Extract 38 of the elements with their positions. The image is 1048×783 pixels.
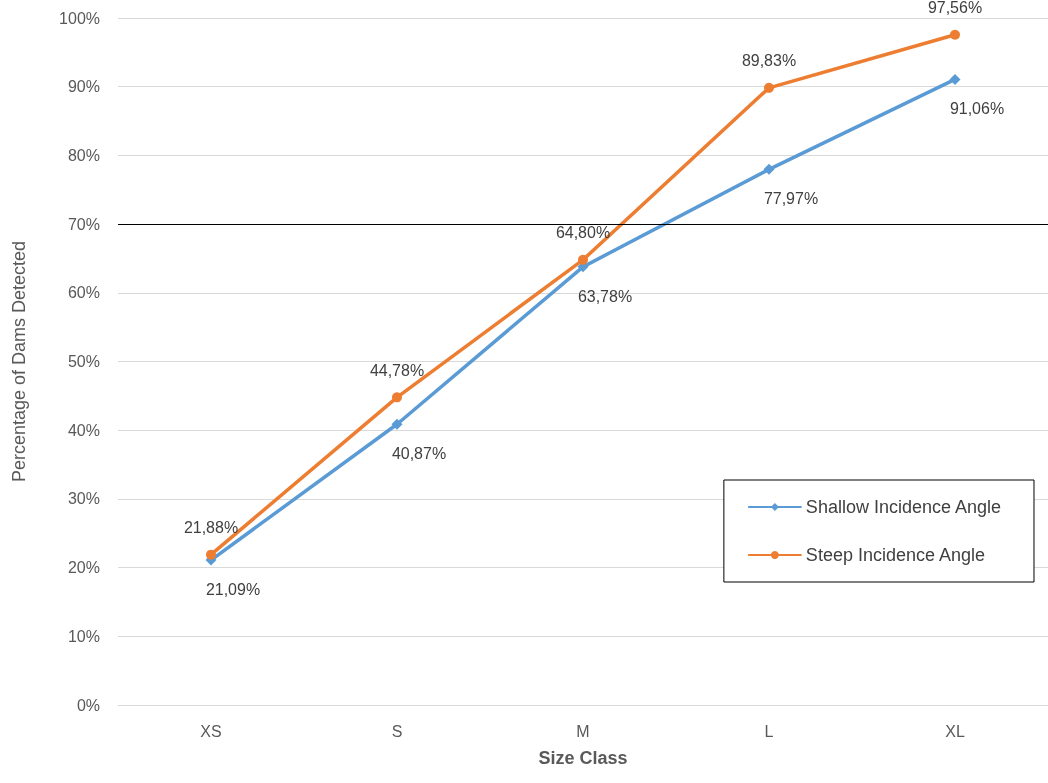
data-label: 97,56%: [927, 0, 983, 17]
point: [206, 549, 216, 560]
data-label: 64,80%: [555, 224, 611, 242]
y-tick-label: 30%: [67, 490, 100, 508]
point: [949, 73, 961, 85]
x-tick-label: XS: [200, 722, 222, 740]
x-tick-label: XL: [945, 722, 965, 740]
point: [392, 392, 402, 403]
point: [950, 29, 960, 40]
y-tick-label: 90%: [67, 78, 100, 96]
y-axis-title: Percentage of Dams Detected: [9, 240, 29, 483]
point: [763, 163, 775, 175]
x-tick-label: S: [391, 722, 403, 740]
y-tick-label: 60%: [67, 284, 100, 302]
data-label: 89,83%: [741, 52, 797, 70]
y-tick-label: 40%: [67, 421, 100, 439]
data-label: 77,97%: [763, 190, 819, 208]
data-label: 44,78%: [369, 361, 425, 379]
data-label: 40,87%: [391, 445, 447, 463]
data-label: 63,78%: [577, 287, 633, 305]
point: [391, 418, 403, 430]
legend-label: Shallow Incidence Angle: [805, 497, 1002, 517]
y-tick-label: 20%: [67, 559, 100, 577]
data-label: 21,88%: [183, 519, 239, 537]
y-tick-label: 80%: [67, 146, 100, 164]
data-label: 91,06%: [949, 100, 1005, 118]
y-tick-label: 100%: [59, 9, 100, 27]
legend-label: Steep Incidence Angle: [805, 545, 986, 565]
point: [578, 254, 588, 265]
y-tick-label: 50%: [67, 353, 100, 370]
x-tick-label: L: [764, 722, 774, 740]
y-tick-label: 0%: [76, 696, 100, 714]
y-tick-label: 70%: [67, 215, 100, 233]
data-label: 21,09%: [205, 581, 261, 599]
x-tick-label: M: [576, 722, 590, 740]
x-axis-title: Size Class: [538, 748, 628, 768]
point: [764, 82, 774, 93]
y-tick-label: 10%: [67, 627, 100, 645]
